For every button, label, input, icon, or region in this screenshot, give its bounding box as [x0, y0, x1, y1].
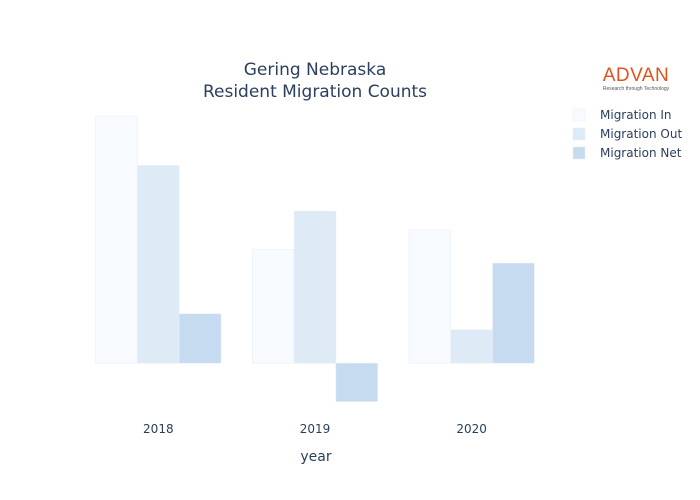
bars-group: [95, 115, 535, 402]
legend-label-migration-out[interactable]: Migration Out: [600, 127, 682, 141]
bar-migration-in-2020[interactable]: [408, 229, 452, 364]
legend-label-migration-net[interactable]: Migration Net: [600, 146, 682, 160]
bar-migration-out-2019[interactable]: [293, 210, 337, 364]
bar-migration-net-2019[interactable]: [335, 362, 378, 402]
x-tick-labels: 2018 2019 2020: [143, 422, 487, 436]
x-axis-title: year: [300, 449, 331, 465]
chart-title-line-2: Resident Migration Counts: [203, 82, 427, 102]
bar-migration-in-2019[interactable]: [252, 249, 295, 364]
logo-tagline: Research through Technology: [602, 86, 670, 92]
x-tick-label-2019: 2019: [300, 422, 331, 436]
bar-migration-out-2020[interactable]: [450, 329, 493, 364]
bar-migration-net-2018[interactable]: [178, 313, 222, 364]
legend[interactable]: Migration In Migration Out Migration Net: [572, 108, 682, 160]
legend-swatch-migration-in[interactable]: [572, 108, 586, 122]
bar-migration-net-2020[interactable]: [492, 262, 535, 364]
chart-title-line-1: Gering Nebraska: [244, 60, 387, 80]
legend-swatch-migration-net[interactable]: [572, 146, 586, 160]
bar-migration-out-2018[interactable]: [137, 165, 180, 364]
legend-label-migration-in[interactable]: Migration In: [600, 108, 672, 122]
legend-swatch-migration-out[interactable]: [572, 127, 586, 141]
bar-migration-in-2018[interactable]: [95, 115, 138, 364]
x-tick-label-2018: 2018: [143, 422, 174, 436]
advan-logo: ADVAN Research through Technology: [601, 65, 671, 93]
x-tick-label-2020: 2020: [456, 422, 487, 436]
logo-wordmark: ADVAN: [602, 65, 670, 86]
